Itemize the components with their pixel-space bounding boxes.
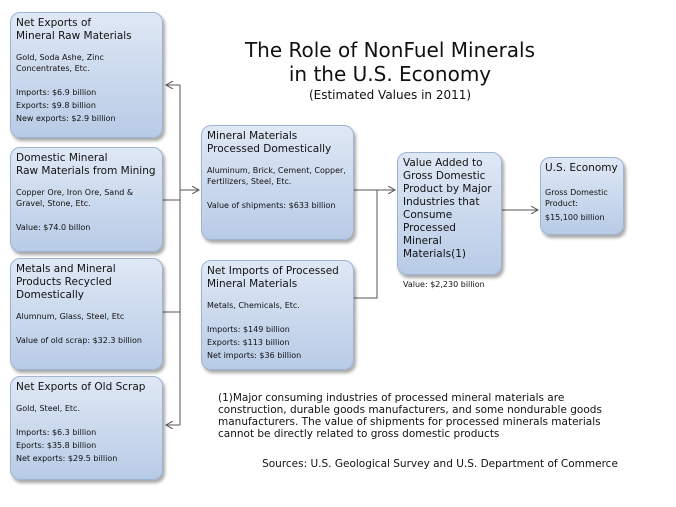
box-title: Domestic Mineral Raw Materials from Minin… — [16, 152, 157, 178]
box-title-line: Raw Materials from Mining — [16, 165, 156, 177]
box-figure: Exports: $113 billion — [207, 338, 290, 347]
flow-box: Net Exports of Mineral Raw Materials Gold,… — [10, 12, 163, 138]
title-line: The Role of NonFuel Minerals — [244, 38, 536, 62]
box-title: Metals and Mineral Products Recycled Dom… — [16, 263, 157, 302]
box-title-line: Net Exports of Old Scrap — [16, 381, 146, 393]
box-figure: Imports: $6.9 billion — [16, 88, 97, 97]
box-figure: Value of old scrap: $32.3 billion — [16, 336, 142, 345]
box-title: U.S. Economy — [545, 162, 619, 175]
box-figure: New exports: $2.9 billion — [16, 114, 116, 123]
box-description: Metals, Chemicals, Etc. — [207, 301, 300, 310]
flow-box: Value Added to Gross Domestic Product by… — [397, 152, 502, 289]
box-figure: Imports: $149 billion — [207, 325, 290, 334]
flow-box: Metals and Mineral Products Recycled Dom… — [10, 258, 163, 370]
flow-box: Domestic Mineral Raw Materials from Minin… — [10, 147, 163, 252]
box-description: Gold, Soda Ashe, Zinc Concentrates, Etc. — [16, 53, 104, 73]
box-title-line: Mineral Raw Materials — [16, 30, 132, 42]
footnote: (1)Major consuming industries of process… — [218, 392, 602, 440]
box-description: Gold, Steel, Etc. — [16, 404, 80, 413]
box-figure: $15,100 billion — [545, 213, 605, 222]
box-title-line: Net Exports of — [16, 17, 92, 29]
box-figure: Eports: $35.8 billion — [16, 441, 97, 450]
subtitle: (Estimated Values in 2011) — [308, 88, 472, 102]
box-title-line: Domestic Mineral — [16, 152, 108, 164]
box-title-line: Value Added to Gross Domestic Product by… — [403, 157, 492, 260]
box-figure: Net imports: $36 billion — [207, 351, 302, 360]
box-figures: Imports: $149 billion Exports: $113 billi… — [207, 323, 348, 362]
flow-box: U.S. Economy Gross Domestic Product: $15,1… — [540, 157, 624, 235]
box-figure: Value: $74.0 billon — [16, 223, 91, 232]
box-title: Net Exports of Mineral Raw Materials — [16, 17, 157, 43]
title-line: in the U.S. Economy — [288, 62, 492, 86]
box-description: Copper Ore, Iron Ore, Sand & Gravel, Sto… — [16, 188, 134, 208]
box-description: Value: $2,230 billion — [403, 280, 485, 289]
flow-box: Net Exports of Old Scrap Gold, Steel, Etc… — [10, 376, 163, 480]
box-figures: Value: $74.0 billon — [16, 221, 157, 234]
box-figures: Value of shipments: $633 billion — [207, 199, 348, 212]
box-figures: Value of old scrap: $32.3 billion — [16, 334, 157, 347]
box-figure: Exports: $9.8 billion — [16, 101, 96, 110]
connector — [354, 190, 378, 299]
box-description: Alumnum, Glass, Steel, Etc — [16, 312, 125, 321]
flow-box: Mineral Materials Processed Domestically… — [201, 125, 354, 240]
box-description: Aluminum, Brick, Cement, Copper, Fertili… — [207, 166, 346, 186]
box-description: Gross Domestic Product: — [545, 188, 608, 208]
box-figure: Net exports: $29.5 billion — [16, 454, 118, 463]
box-figure: Value of shipments: $633 billion — [207, 201, 336, 210]
box-title-line: Net Imports of Processed Mineral Materia… — [207, 265, 339, 290]
box-figures: Imports: $6.3 billion Eports: $35.8 billi… — [16, 426, 157, 465]
box-figure: Imports: $6.3 billion — [16, 428, 97, 437]
sources: Sources: U.S. Geological Survey and U.S.… — [262, 458, 618, 470]
box-title: Net Imports of Processed Mineral Materia… — [207, 265, 348, 291]
box-title-line: U.S. Economy — [545, 162, 618, 174]
box-title: Value Added to Gross Domestic Product by… — [403, 157, 496, 261]
box-title-line: Mineral Materials Processed Domestically — [207, 130, 332, 155]
flow-box: Net Imports of Processed Mineral Materia… — [201, 260, 354, 370]
box-title: Net Exports of Old Scrap — [16, 381, 157, 394]
box-figures: Imports: $6.9 billion Exports: $9.8 billi… — [16, 86, 157, 125]
box-figures: $15,100 billion — [545, 211, 619, 224]
box-title: Mineral Materials Processed Domestically — [207, 130, 348, 156]
box-title-line: Metals and Mineral Products Recycled Dom… — [16, 263, 116, 301]
